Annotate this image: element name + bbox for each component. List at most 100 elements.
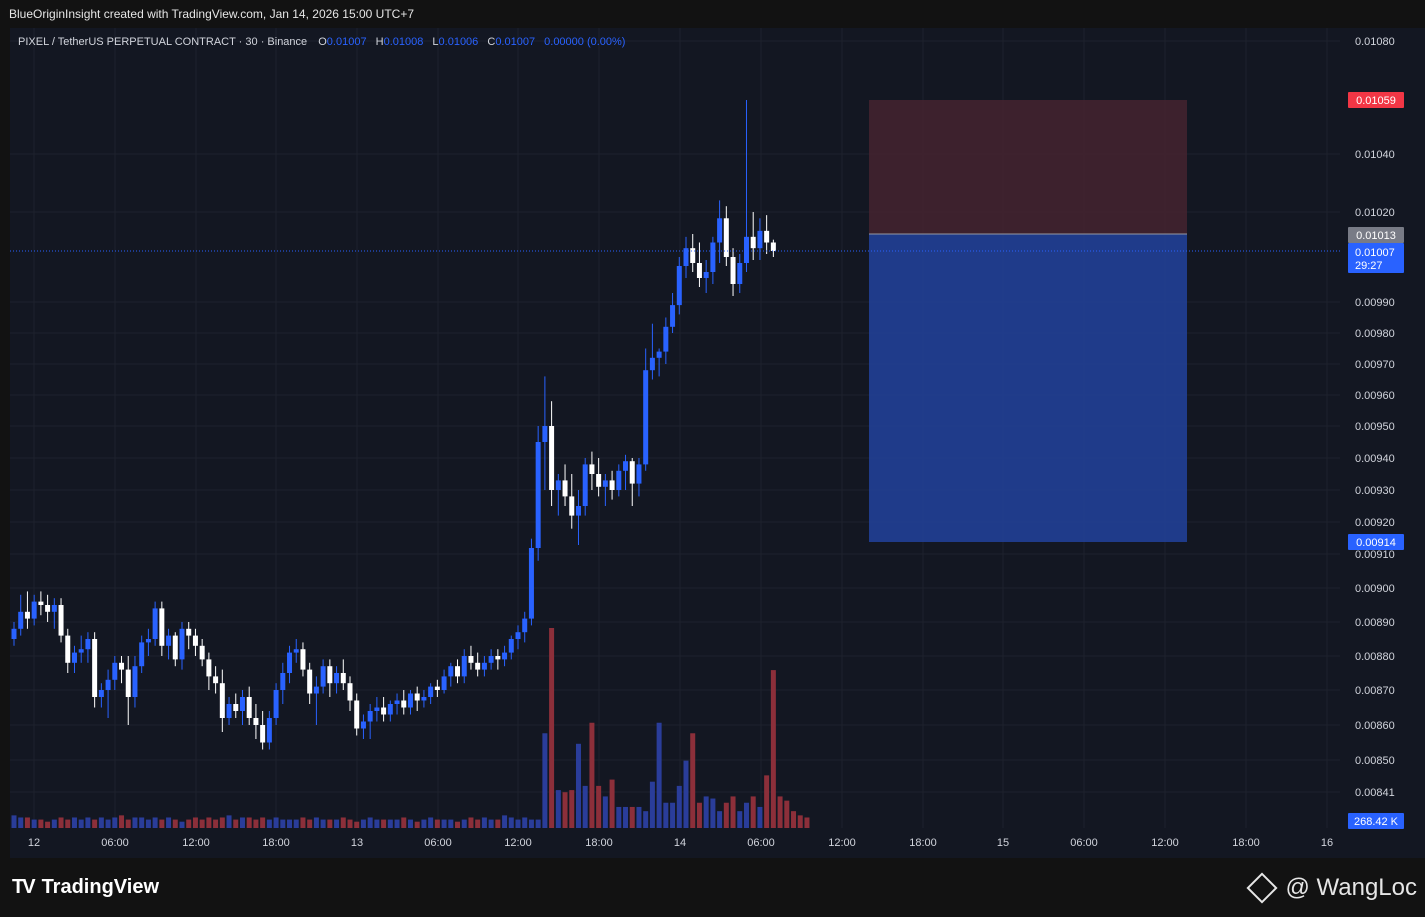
volume-bar <box>777 796 783 828</box>
watermark-text: @ WangLoc <box>1285 874 1417 901</box>
price-tick-label: 0.01040 <box>1355 149 1395 161</box>
candle-body <box>475 662 481 670</box>
volume-bar <box>320 819 326 828</box>
candle-body <box>360 721 366 729</box>
volume-bar <box>421 819 427 828</box>
candle-body <box>750 236 756 249</box>
candle-body <box>434 686 440 690</box>
position-zones[interactable] <box>869 100 1187 542</box>
candle-body <box>407 693 413 708</box>
volume-bar <box>569 790 575 828</box>
volume-bar <box>690 733 696 828</box>
volume-bar <box>757 806 763 828</box>
volume-bar <box>683 760 689 828</box>
volume-bar <box>206 817 212 828</box>
last-price-badge: 0.01007 29:27 <box>1348 243 1404 273</box>
volume-bar <box>293 819 299 828</box>
volume-bar <box>401 817 407 828</box>
candle-body <box>226 704 232 718</box>
candle-body <box>730 257 736 284</box>
price-tick-label: 0.00910 <box>1355 549 1395 561</box>
volume-bar <box>98 817 104 828</box>
candle-body <box>428 686 434 697</box>
candle-body <box>502 652 508 660</box>
volume-bar <box>710 798 716 828</box>
volume-bar <box>239 817 245 828</box>
tradingview-logo[interactable]: TV TradingView <box>12 876 159 899</box>
candle-body <box>596 474 602 487</box>
candle-body <box>105 679 111 690</box>
volume-bar <box>555 790 561 828</box>
candle-body <box>535 442 541 548</box>
volume-bar <box>18 817 24 828</box>
price-tick-label: 0.00860 <box>1355 720 1395 732</box>
volume-bar <box>360 819 366 828</box>
price-tick-label: 0.00850 <box>1355 755 1395 767</box>
candle-body <box>31 601 37 619</box>
candle-body <box>307 669 313 694</box>
candle-body <box>381 707 387 715</box>
volume-bar <box>508 817 514 828</box>
volume-bar <box>11 815 17 828</box>
candle-body <box>260 725 266 743</box>
volume-bar <box>119 815 125 828</box>
volume-bar <box>112 817 118 828</box>
volume-bar <box>636 806 642 828</box>
candle-body <box>38 601 44 605</box>
volume-bar <box>192 817 198 828</box>
volume-bar <box>549 628 555 828</box>
tradingview-brand: TradingView <box>41 876 160 898</box>
candle-body <box>152 608 158 639</box>
target-price-badge: 0.00914 <box>1348 534 1404 550</box>
candle-body <box>481 662 487 670</box>
candle-body <box>387 704 393 715</box>
legend-high: 0.01008 <box>384 36 424 48</box>
take-profit-zone <box>869 234 1187 542</box>
volume-bar <box>764 775 770 828</box>
volume-bar <box>582 785 588 828</box>
candle-body <box>45 605 51 612</box>
volume-bar <box>327 819 333 828</box>
candle-body <box>246 697 252 718</box>
candle-body <box>468 656 474 663</box>
candle-body <box>172 635 178 660</box>
volume-bar <box>784 800 790 828</box>
volume-bar <box>219 817 225 828</box>
time-tick-label: 12:00 <box>1151 837 1179 849</box>
price-tick-label: 0.00841 <box>1355 787 1395 799</box>
volume-bar <box>750 796 756 828</box>
volume-bar <box>213 819 219 828</box>
candle-body <box>313 686 319 694</box>
volume-bar <box>609 779 615 828</box>
volume-bar <box>407 819 413 828</box>
price-tick-label: 0.00920 <box>1355 517 1395 529</box>
price-axis-labels: 0.01080 0.01040 0.01020 0.00990 0.00980 0.009… <box>1355 36 1395 799</box>
candle-body <box>186 628 192 636</box>
volume-bar <box>703 796 709 828</box>
price-tick-label: 0.00950 <box>1355 421 1395 433</box>
volume-bar <box>347 819 353 828</box>
candle-body <box>488 656 494 663</box>
legend-low: 0.01006 <box>439 36 479 48</box>
candle-body <box>542 426 548 442</box>
candle-body <box>649 357 655 371</box>
price-chart[interactable]: 0.01080 0.01040 0.01020 0.00990 0.00980 0.009… <box>0 0 1425 860</box>
candle-body <box>643 370 649 465</box>
candle-body <box>757 230 763 249</box>
price-tick-label: 0.00890 <box>1355 617 1395 629</box>
legend-change: 0.00000 (0.00%) <box>544 36 625 48</box>
volume-bar <box>428 817 434 828</box>
candle-body <box>421 697 427 701</box>
price-tick-label: 0.00900 <box>1355 583 1395 595</box>
price-axis[interactable] <box>1340 28 1425 858</box>
candle-body <box>65 635 71 663</box>
volume-bar <box>85 817 91 828</box>
candle-body <box>569 496 575 516</box>
candle-body <box>51 605 57 612</box>
candle-body <box>575 506 581 516</box>
volume-bar <box>717 811 723 828</box>
candle-body <box>414 693 420 701</box>
candle-body <box>199 645 205 660</box>
candle-body <box>98 690 104 697</box>
candle-body <box>374 707 380 711</box>
